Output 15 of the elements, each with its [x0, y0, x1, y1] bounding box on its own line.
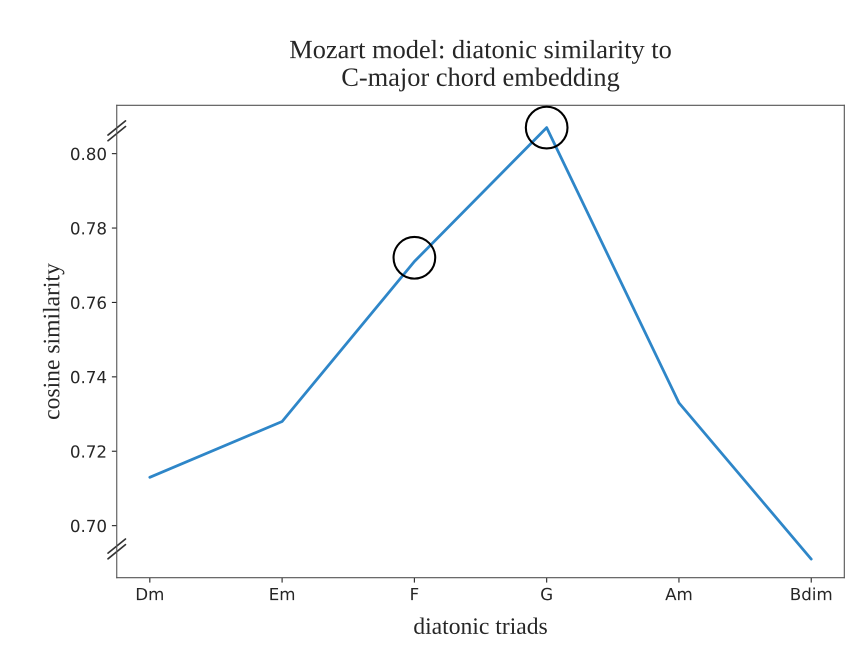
x-tick-label: F: [411, 588, 418, 600]
chart-title: Mozart model: diatonic similarity to C-major chord embedding: [290, 40, 671, 92]
y-tick-label: 0.78: [71, 222, 106, 235]
x-tick-label: Am: [665, 588, 692, 600]
y-tick-label: 0.74: [71, 370, 106, 384]
y-axis-title: cosine similarity: [42, 263, 64, 419]
y-tick-label: 0.72: [71, 445, 106, 458]
y-tick-label: 0.80: [71, 148, 106, 160]
x-axis-title: diatonic triads: [414, 617, 547, 634]
x-tick-label: Dm: [136, 588, 163, 600]
y-tick-label: 0.70: [71, 520, 106, 532]
x-tick-label: G: [541, 588, 552, 600]
x-tick-label: Bdim: [791, 587, 832, 600]
x-tick-label: Em: [270, 588, 294, 600]
y-tick-label: 0.76: [71, 296, 106, 310]
